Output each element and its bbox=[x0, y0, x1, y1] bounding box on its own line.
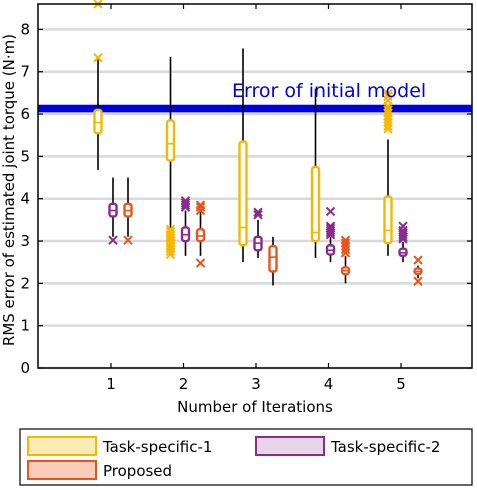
outlier-marker bbox=[413, 255, 423, 265]
y-tick-label: 1 bbox=[20, 317, 30, 335]
outlier-marker bbox=[93, 53, 103, 63]
series-proposed bbox=[123, 177, 423, 286]
outlier-marker bbox=[253, 210, 263, 220]
box-3 bbox=[268, 236, 278, 286]
x-axis-label: Number of Iterations bbox=[177, 398, 333, 416]
outlier-marker bbox=[165, 227, 176, 237]
series-task-specific-1 bbox=[93, 0, 393, 263]
outlier-marker bbox=[325, 221, 336, 231]
outlier-marker bbox=[383, 91, 393, 101]
box-1 bbox=[108, 177, 118, 245]
outlier-marker bbox=[325, 223, 336, 234]
outlier-marker bbox=[383, 121, 393, 131]
x-axis-ticks: 1 2 3 4 5 bbox=[106, 4, 406, 393]
legend-swatch-proposed bbox=[27, 460, 97, 480]
box-iqr bbox=[165, 119, 176, 162]
plot-frame bbox=[37, 3, 473, 369]
x-tick-label: 4 bbox=[324, 375, 334, 393]
box-2 bbox=[165, 56, 176, 260]
outlier-marker bbox=[108, 235, 118, 245]
outlier-marker bbox=[195, 202, 206, 212]
y-tick-label: 2 bbox=[20, 274, 30, 292]
reference-band bbox=[38, 104, 472, 113]
box-3 bbox=[253, 207, 263, 258]
box-5 bbox=[413, 255, 423, 286]
y-tick-label: 8 bbox=[20, 20, 30, 38]
box-4 bbox=[325, 206, 336, 263]
outlier-marker bbox=[413, 276, 423, 286]
outlier-marker bbox=[325, 206, 336, 217]
ref-line-label: Error of initial model bbox=[232, 80, 426, 102]
box-iqr bbox=[383, 195, 393, 245]
box-iqr bbox=[268, 244, 278, 273]
legend: Task-specific-1 Task-specific-2 Proposed bbox=[19, 428, 473, 486]
box-2 bbox=[195, 200, 206, 268]
series-task-specific-2 bbox=[108, 177, 408, 263]
y-tick-label: 4 bbox=[20, 190, 30, 208]
y-axis-ticks: 0 1 2 3 4 5 6 7 8 bbox=[20, 20, 472, 377]
outlier-marker bbox=[165, 224, 176, 234]
y-axis-label: RMS error of estimated joint torque (N·m… bbox=[0, 34, 18, 346]
y-tick-label: 6 bbox=[20, 105, 30, 123]
outlier-marker bbox=[180, 198, 191, 208]
box-1 bbox=[123, 177, 133, 245]
legend-label-task-specific-1: Task-specific-1 bbox=[102, 438, 212, 456]
box-5 bbox=[383, 89, 393, 256]
y-tick-label: 7 bbox=[20, 63, 30, 81]
box-5 bbox=[398, 221, 408, 263]
outlier-marker bbox=[340, 238, 351, 248]
legend-label-task-specific-2: Task-specific-2 bbox=[330, 438, 440, 456]
y-tick-label: 5 bbox=[20, 147, 30, 165]
outlier-marker bbox=[253, 207, 263, 217]
outlier-marker bbox=[180, 196, 191, 206]
outlier-marker bbox=[195, 200, 206, 210]
outlier-marker bbox=[383, 89, 393, 99]
outlier-marker bbox=[340, 248, 351, 258]
x-tick-label: 1 bbox=[106, 375, 116, 393]
box-4 bbox=[310, 88, 321, 258]
outlier-marker bbox=[340, 235, 351, 245]
box-iqr bbox=[93, 108, 103, 135]
box-4 bbox=[340, 235, 351, 284]
x-tick-label: 3 bbox=[251, 375, 261, 393]
grid-lines bbox=[38, 28, 472, 370]
outlier-marker bbox=[383, 105, 393, 115]
x-tick-label: 5 bbox=[396, 375, 406, 393]
x-tick-label: 2 bbox=[179, 375, 189, 393]
legend-label-proposed: Proposed bbox=[103, 462, 172, 480]
outlier-marker bbox=[398, 221, 408, 231]
y-tick-label: 3 bbox=[20, 232, 30, 250]
box-iqr bbox=[195, 227, 206, 243]
reference-line bbox=[38, 104, 472, 113]
y-tick-label: 0 bbox=[20, 359, 30, 377]
box-1 bbox=[93, 0, 103, 170]
box-series bbox=[93, 0, 423, 286]
outlier-marker bbox=[383, 108, 393, 118]
box-iqr bbox=[238, 140, 248, 247]
outlier-marker bbox=[195, 258, 206, 268]
outlier-marker bbox=[123, 235, 133, 245]
legend-swatch-task-specific-2 bbox=[255, 436, 325, 456]
box-3 bbox=[238, 48, 248, 263]
box-2 bbox=[180, 196, 191, 256]
legend-swatch-task-specific-1 bbox=[27, 436, 97, 456]
box-iqr bbox=[310, 165, 321, 243]
